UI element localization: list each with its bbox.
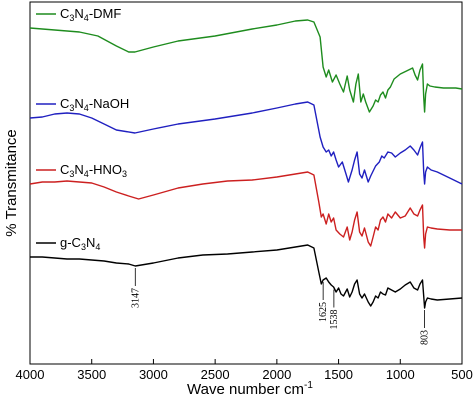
x-tick-label: 500 bbox=[451, 367, 473, 382]
annotation-label-2: 1538 bbox=[329, 310, 340, 330]
annotation-label-1: 1625 bbox=[318, 302, 329, 322]
series-line-3 bbox=[30, 244, 463, 309]
series-line-2 bbox=[29, 171, 462, 249]
series-layer bbox=[29, 19, 463, 309]
plot-frame bbox=[29, 1, 463, 365]
y-axis-title: % Transmitance bbox=[3, 129, 20, 237]
series-line-0 bbox=[29, 19, 463, 113]
annotation-label-3: 803 bbox=[420, 330, 431, 345]
annotation-layer: 3147 1625 1538 803 bbox=[130, 268, 431, 345]
legend-label-0: C3N4-DMF bbox=[60, 6, 121, 23]
annotation-label-0: 3147 bbox=[130, 288, 141, 308]
legend-layer: C3N4-DMF C3N4-NaOH C3N4-HNO3 g-C3N4 bbox=[36, 6, 129, 252]
x-tick-label: 3000 bbox=[139, 367, 168, 382]
x-tick-label: 2000 bbox=[262, 367, 291, 382]
x-tick-label: 1500 bbox=[324, 367, 353, 382]
x-tick-label: 1000 bbox=[386, 367, 415, 382]
series-line-1 bbox=[29, 101, 463, 185]
legend-label-1: C3N4-NaOH bbox=[60, 96, 129, 113]
legend-label-2: C3N4-HNO3 bbox=[60, 162, 127, 179]
x-axis-title-superscript: -1 bbox=[304, 380, 313, 391]
x-axis-title: Wave number cm-1 bbox=[187, 380, 313, 398]
x-axis-ticks: 4000 3500 3000 2500 2000 1500 1000 500 bbox=[16, 359, 473, 382]
x-tick-label: 4000 bbox=[16, 367, 45, 382]
x-tick-label: 3500 bbox=[77, 367, 106, 382]
legend-label-3: g-C3N4 bbox=[60, 235, 100, 252]
x-tick-label: 2500 bbox=[201, 367, 230, 382]
